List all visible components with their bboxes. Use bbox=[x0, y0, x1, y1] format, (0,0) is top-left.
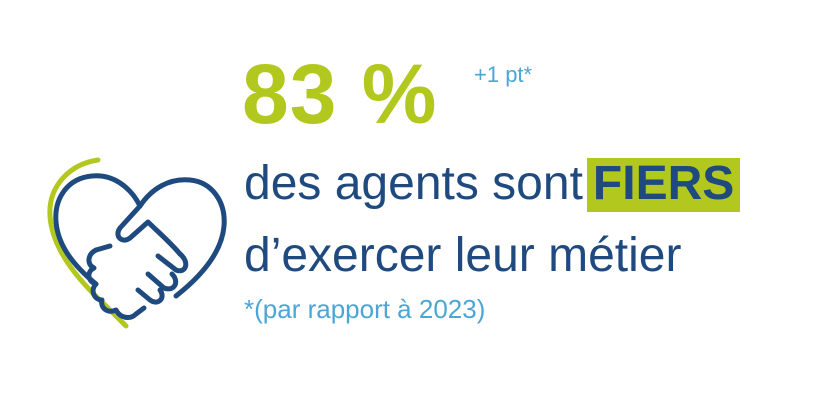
footnote: *(par rapport à 2023) bbox=[244, 294, 486, 324]
stat-value: 83 % bbox=[242, 47, 438, 141]
headline-line-2: d’exercer leur métier bbox=[244, 229, 682, 282]
headline-prefix: des agents sont bbox=[244, 157, 583, 210]
handshake-heart-icon bbox=[40, 150, 240, 340]
stat-delta: +1 pt* bbox=[474, 62, 533, 87]
headline-line-1: des agents sont FIERS bbox=[244, 157, 741, 212]
headline-highlight: FIERS bbox=[586, 158, 741, 212]
